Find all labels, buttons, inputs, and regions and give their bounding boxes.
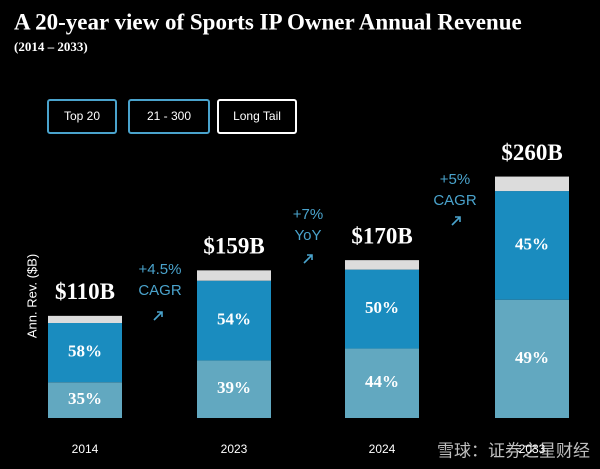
legend-button[interactable] <box>47 99 117 134</box>
bar-segment <box>345 269 419 349</box>
value-label: 35% <box>68 389 102 408</box>
annotation: +7% <box>293 206 323 223</box>
arrows <box>153 216 461 321</box>
bar-segment <box>495 191 569 300</box>
chart-title: A 20-year view of Sports IP Owner Annual… <box>14 9 522 34</box>
value-label: 44% <box>365 372 399 391</box>
total-label: $110B <box>55 279 115 304</box>
annotation: +4.5% <box>139 261 182 278</box>
x-tick-label: 2033 <box>519 442 546 456</box>
annotation: YoY <box>295 227 322 244</box>
bar-segment <box>345 260 419 270</box>
arrow-icon <box>303 254 313 264</box>
bar-segment <box>48 323 122 383</box>
legend-button[interactable] <box>128 99 210 134</box>
total-label: $260B <box>501 140 562 165</box>
x-tick-label: 2023 <box>221 442 248 456</box>
bar-segment <box>495 299 569 418</box>
x-tick-label: 2014 <box>72 442 99 456</box>
watermark: 雪球：证券之星财经 <box>437 441 590 460</box>
value-label: 39% <box>217 378 251 397</box>
x-tick-label: 2024 <box>369 442 396 456</box>
bar-segment <box>197 270 271 281</box>
y-axis-label: Ann. Rev. ($B) <box>24 254 39 338</box>
legend-label[interactable]: 21 - 300 <box>147 109 191 123</box>
arrow-icon <box>451 216 461 226</box>
bar-segment <box>48 382 122 418</box>
value-label: 50% <box>365 298 399 317</box>
chart-subtitle: (2014 – 2033) <box>14 39 88 54</box>
annotation: +5% <box>440 171 470 188</box>
annotation: CAGR <box>433 192 477 209</box>
total-label: $159B <box>203 234 264 259</box>
arrow-icon <box>153 311 163 321</box>
value-label: 45% <box>515 234 549 253</box>
total-label: $170B <box>351 223 412 248</box>
legend-button[interactable] <box>217 99 297 134</box>
bar-segment <box>495 176 569 192</box>
value-label: 49% <box>515 348 549 367</box>
value-label: 58% <box>68 342 102 361</box>
value-label: 54% <box>217 309 251 328</box>
bar-segment <box>197 360 271 418</box>
bar-segment <box>197 280 271 361</box>
bar-segment <box>48 315 122 324</box>
annotation: CAGR <box>138 282 182 299</box>
bar-segment <box>345 348 419 418</box>
legend-label[interactable]: Long Tail <box>233 109 281 123</box>
legend-label[interactable]: Top 20 <box>64 109 100 123</box>
